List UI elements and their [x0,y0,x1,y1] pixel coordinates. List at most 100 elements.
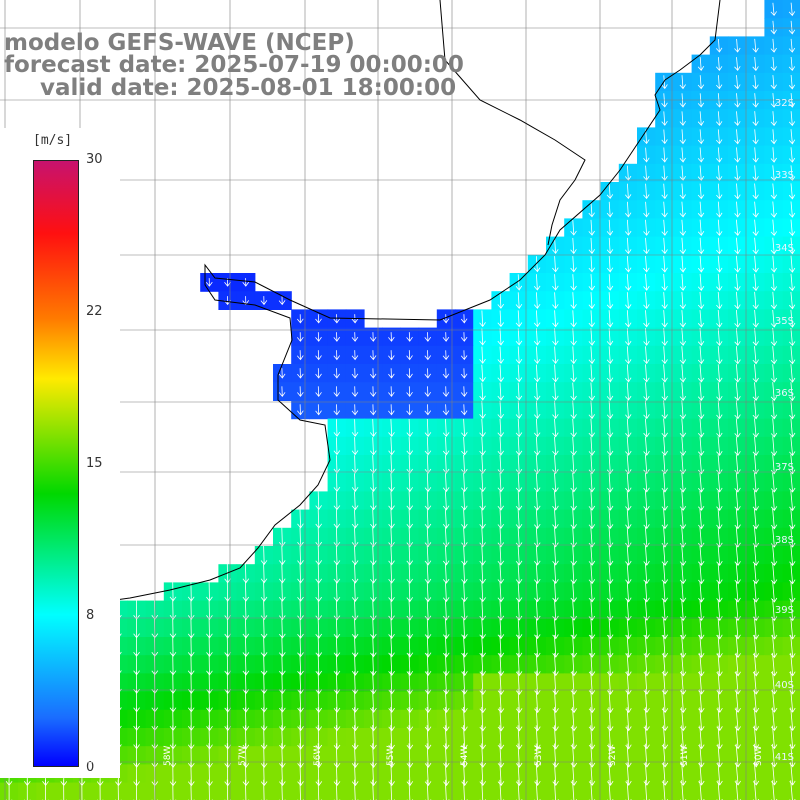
wind-arrow [552,454,559,474]
wind-arrow [333,545,341,566]
wind-arrow [533,509,541,529]
wind-arrow [333,761,341,787]
wind-arrow [588,725,596,750]
wind-arrow [570,292,577,310]
wind-arrow [461,725,468,750]
wind-arrow [625,255,632,273]
wind-arrow [661,382,668,401]
wind-arrow [716,237,723,255]
wind-arrow [770,219,778,237]
wind-cell [782,600,800,620]
wind-cell [782,327,800,347]
wind-arrow [570,617,577,640]
wind-arrow [661,183,668,200]
wind-arrow [515,599,523,621]
wind-arrow [533,563,541,584]
wind-arrow [479,346,486,364]
wind-arrow [679,255,687,273]
wind-arrow [515,527,523,548]
colorbar-unit: [m/s] [33,133,73,148]
wind-arrow [351,350,359,361]
wind-arrow [315,545,323,566]
wind-arrow [260,653,268,676]
wind-arrow [388,386,395,397]
wind-cell [782,673,800,693]
wind-arrow [333,599,341,621]
wind-arrow [279,707,286,732]
wind-arrow [734,255,741,273]
wind-arrow [424,689,432,713]
wind-arrow [643,581,650,603]
wind-arrow [734,183,741,200]
wind-arrow [297,599,304,621]
wind-arrow [260,725,268,750]
wind-arrow [697,75,705,90]
wind-arrow [552,436,559,456]
wind-arrow [734,237,741,255]
lon-label: 58W [163,745,173,766]
wind-arrow [534,581,541,603]
wind-arrow [333,563,341,584]
wind-arrow [278,296,286,306]
wind-arrow [643,743,650,768]
wind-arrow [734,111,741,126]
wind-arrow [370,599,377,621]
wind-arrow [588,761,596,786]
wind-arrow [752,436,759,456]
wind-arrow [679,780,687,800]
wind-arrow [752,382,759,401]
wind-arrow [242,743,250,768]
wind-arrow [534,617,541,640]
wind-arrow [443,725,450,750]
wind-arrow [716,346,723,365]
wind-arrow [679,508,687,530]
wind-arrow [479,473,486,493]
wind-arrow [461,761,468,787]
wind-arrow [570,743,578,768]
wind-arrow [752,454,759,475]
wind-arrow [734,38,741,53]
wind-arrow [607,635,614,658]
wind-arrow [570,472,577,493]
model-title: modelo GEFS-WAVE (NCEP) [4,30,355,56]
wind-arrow [770,2,777,17]
wind-arrow [479,328,486,346]
wind-arrow [460,314,468,324]
wind-arrow [606,743,614,768]
lat-label: 35S [774,316,794,327]
wind-arrow [406,563,414,584]
wind-arrow [442,455,450,474]
wind-arrow [461,581,468,603]
wind-arrow [697,418,705,438]
wind-arrow [588,563,596,585]
wind-arrow [734,400,741,420]
wind-arrow [479,563,486,584]
wind-arrow [515,346,523,364]
wind-arrow [242,707,250,732]
wind-arrow [770,291,778,310]
wind-arrow [552,725,559,750]
wind-arrow [661,634,669,658]
wind-cell [782,709,800,729]
wind-arrow [388,689,395,713]
wind-arrow [479,364,486,383]
wind-arrow [479,491,486,511]
coastline-path [0,0,721,619]
wind-arrow [643,364,650,383]
wind-arrow [606,346,614,365]
wind-arrow [315,599,323,621]
wind-arrow [552,527,559,548]
wind-arrow [296,350,304,361]
wind-arrow [789,472,796,493]
wind-arrow [315,509,323,529]
wind-arrow [752,472,759,493]
wind-arrow [734,75,741,90]
wind-arrow [588,201,595,218]
wind-arrow [661,436,668,456]
wind-cell [782,127,800,147]
wind-arrow [679,291,687,310]
wind-arrow [788,165,796,182]
wind-arrow [406,473,414,493]
wind-arrow [388,707,395,732]
wind-arrow [424,761,432,787]
